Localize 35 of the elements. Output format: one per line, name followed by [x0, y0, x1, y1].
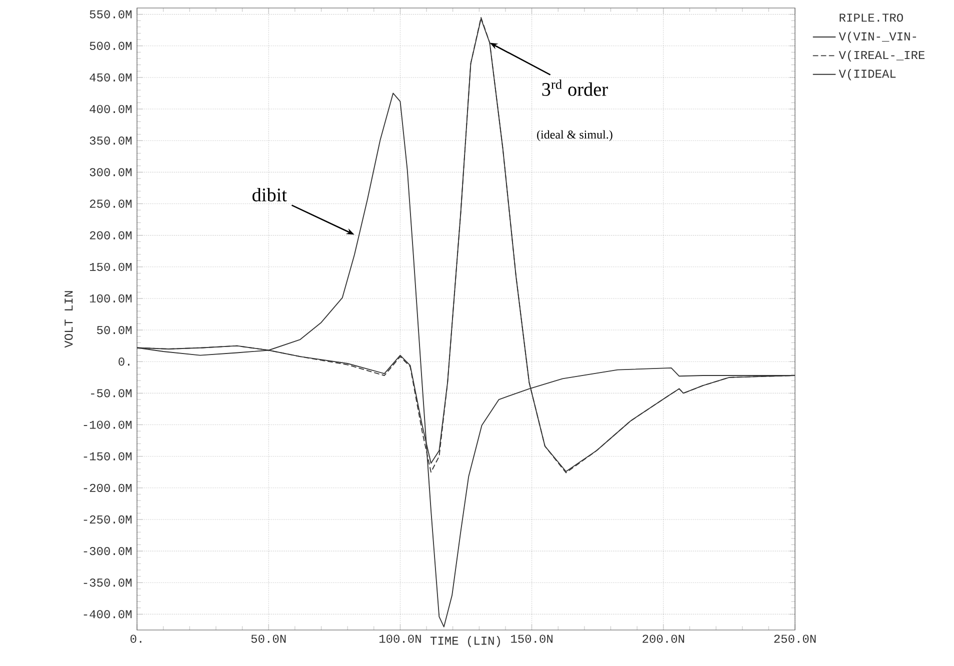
x-tick-label: 0. — [130, 634, 142, 643]
annotation: (ideal & simul.) — [537, 130, 612, 142]
annotation: dibit — [252, 188, 287, 202]
y-tick-label: 50.0M — [97, 326, 132, 334]
y-tick-label: 350.0M — [90, 136, 132, 145]
x-tick-label: 50.0N — [251, 634, 286, 643]
y-tick-label: 500.0M — [90, 42, 132, 50]
y-tick-label: 0. — [118, 358, 130, 366]
y-tick-label: -350.0M — [84, 578, 132, 587]
y-tick-label: 250.0M — [90, 200, 132, 208]
x-tick-label: 250.0N — [774, 634, 816, 643]
y-tick-label: -150.0M — [84, 452, 132, 460]
y-tick-label: -400.0M — [84, 610, 132, 618]
y-axis-title: VOLT LIN — [64, 291, 73, 348]
y-tick-label: -50.0M — [91, 389, 132, 398]
y-tick-label: 550.0M — [90, 10, 132, 18]
annotation: 3$^{rd}$ order — [542, 80, 608, 96]
y-tick-label: 300.0M — [90, 168, 132, 176]
y-tick-label: -200.0M — [84, 484, 132, 492]
y-tick-label: 450.0M — [90, 73, 132, 82]
y-tick-label: -250.0M — [84, 515, 132, 524]
y-tick-label: 150.0M — [90, 262, 132, 271]
x-tick-label: 100.0N — [379, 634, 421, 643]
y-tick-label: -100.0M — [84, 420, 132, 429]
y-tick-label: 100.0M — [90, 294, 132, 303]
legend-label: V(IREAL-_IRE — [838, 50, 925, 62]
legend-label: V(VIN-_VIN- — [838, 32, 916, 43]
y-tick-label: -300.0M — [84, 546, 132, 556]
y-tick-label: 400.0M — [90, 104, 132, 114]
x-tick-label: 200.0N — [642, 634, 684, 643]
y-tick-label: 200.0M — [90, 231, 132, 240]
legend-label: V(IIDEAL — [838, 69, 896, 80]
legend-title: RIPLE.TRO — [840, 14, 903, 22]
x-tick-label: 150.0N — [511, 634, 552, 643]
x-axis-title: TIME (LIN) — [430, 636, 500, 648]
